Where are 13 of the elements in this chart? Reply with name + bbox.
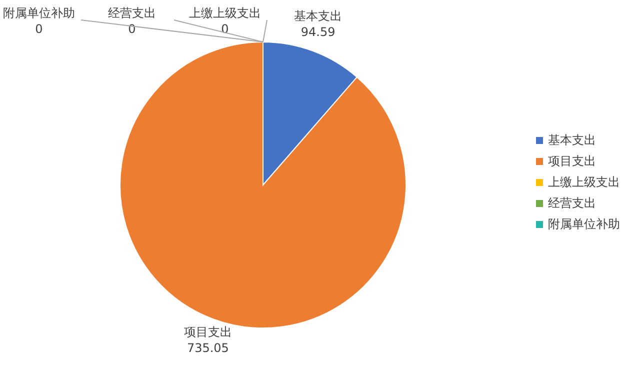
legend-label: 基本支出 <box>548 132 596 149</box>
legend-label: 附属单位补助 <box>548 216 620 233</box>
legend-label: 项目支出 <box>548 153 596 170</box>
legend-label: 上缴上级支出 <box>548 174 620 191</box>
category-label: 经营支出 <box>108 6 156 20</box>
data-label: 94.59 <box>300 24 336 39</box>
data-label: 735.05 <box>186 341 229 356</box>
text: 0 <box>35 22 43 36</box>
category-label: 上缴上级支出 <box>189 6 261 20</box>
legend-label: 经营支出 <box>548 195 596 212</box>
slice-label: 项目支出 <box>184 325 232 340</box>
slice-label: 基本支出 <box>294 8 342 23</box>
category-label: 附属单位补助 <box>3 6 75 20</box>
